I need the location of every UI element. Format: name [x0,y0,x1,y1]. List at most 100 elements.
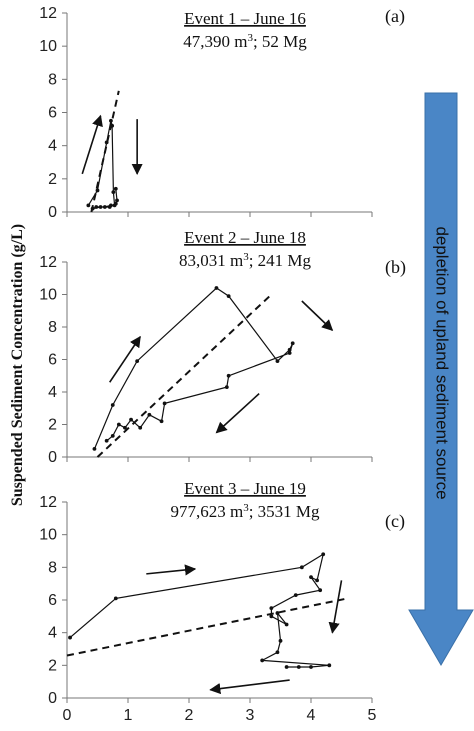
panel-subtitle: 83,031 m3; 241 Mg [179,251,312,270]
data-point [269,606,274,611]
hysteresis-line [69,553,330,668]
trend-line [66,597,348,657]
y-axis-label: Suspended Sediment Concentration (g/L) [9,224,26,506]
data-point [129,417,133,422]
data-point [275,611,280,615]
data-point [98,205,103,209]
data-point [278,638,283,643]
data-point [290,341,295,346]
direction-arrow [328,580,343,634]
data-point [269,614,274,619]
data-point [110,433,115,438]
data-point [113,186,118,191]
y-tick-label: 4 [48,625,57,642]
data-point [138,425,143,430]
trend-line [96,293,273,458]
depletion-arrow: depletion of upland sediment source [408,92,474,666]
data-point [110,403,115,407]
data-point [226,294,231,299]
data-point [92,446,97,451]
y-tick-label: 4 [48,138,57,155]
x-tick-label: 4 [307,707,316,724]
y-tick-label: 0 [48,204,57,221]
data-point [321,552,326,557]
data-point [315,578,319,583]
data-point [104,438,109,443]
y-tick-label: 12 [39,254,57,271]
y-tick-label: 12 [39,494,57,511]
data-point [226,373,231,378]
data-point [327,663,332,668]
data-point [109,118,113,123]
direction-arrow [109,335,141,383]
y-tick-label: 8 [48,559,57,576]
y-tick-label: 0 [48,690,57,707]
y-tick-label: 2 [48,171,57,188]
depletion-arrow-label: depletion of upland sediment source [433,226,452,499]
data-point [113,201,118,206]
data-point [293,593,298,597]
y-tick-label: 6 [48,352,57,369]
data-point [94,205,99,209]
data-point [224,385,229,390]
x-tick-label: 2 [185,707,194,724]
data-point [284,622,289,627]
data-point [284,665,289,669]
panel-2: 0 2 4 6 8 10 12 Event 2 – June 18 83,031 m3; 241… [39,228,406,466]
data-point [115,198,119,203]
data-point [275,359,280,364]
panel-title: Event 2 – June 18 [184,228,306,247]
y-tick-label: 4 [48,384,57,401]
y-tick-label: 2 [48,417,57,434]
data-point [296,665,301,669]
panel-title: Event 3 – June 19 [184,479,306,498]
direction-arrow [215,393,260,434]
y-tick-label: 0 [48,449,57,466]
trend-line [90,90,120,213]
data-point [102,205,107,209]
depletion-arrow-shape [408,92,474,666]
y-tick-label: 8 [48,71,57,88]
y-tick-label: 10 [39,527,57,544]
panel-label: (c) [385,511,405,532]
data-point [275,650,280,655]
data-point [95,188,100,193]
y-tick-label: 10 [39,287,57,304]
y-tick-label: 10 [39,38,57,55]
direction-arrow [81,114,103,175]
data-point [162,401,167,406]
data-point [299,565,304,570]
data-point [309,575,313,580]
direction-arrow [301,300,334,332]
panel-label: (a) [385,6,405,27]
data-point [159,419,164,424]
data-point [111,190,116,195]
panel-subtitle: 977,623 m3; 3531 Mg [170,502,320,521]
x-tick-label: 1 [124,707,133,724]
y-tick-label: 8 [48,319,57,336]
y-tick-label: 6 [48,592,57,609]
data-point [116,422,121,427]
data-point [214,286,219,290]
data-point [309,665,313,669]
hysteresis-line [93,287,294,450]
x-tick-label: 0 [63,707,72,724]
data-point [107,205,112,209]
data-point [113,596,118,601]
panel-1: 0 2 4 6 8 10 12 Event 1 – June 16 47,390 m3; 52 … [39,5,405,221]
y-tick-label: 6 [48,105,57,122]
y-tick-label: 12 [39,5,57,22]
data-point [147,412,152,417]
panel-subtitle: 47,390 m3; 52 Mg [183,32,307,51]
data-point [318,588,323,593]
direction-arrow [146,564,197,576]
data-point [287,347,292,352]
data-point [287,351,292,355]
x-tick-label: 5 [368,707,377,724]
data-point [68,635,72,640]
data-point [123,425,127,430]
data-point [260,658,265,663]
